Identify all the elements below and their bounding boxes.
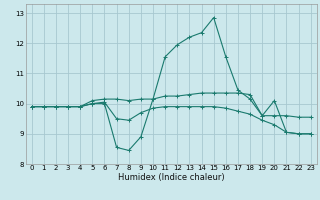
X-axis label: Humidex (Indice chaleur): Humidex (Indice chaleur) <box>118 173 225 182</box>
